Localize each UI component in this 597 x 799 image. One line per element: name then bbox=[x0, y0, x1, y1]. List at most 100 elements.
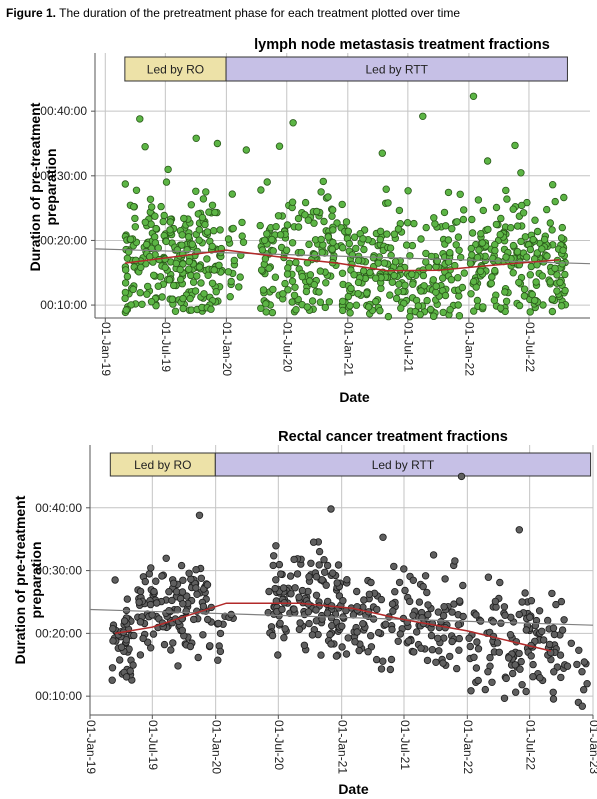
data-point bbox=[238, 232, 246, 240]
data-point bbox=[235, 283, 243, 291]
data-point bbox=[207, 305, 215, 313]
data-point bbox=[520, 292, 529, 300]
data-point bbox=[559, 246, 567, 254]
data-point bbox=[517, 657, 525, 666]
data-point bbox=[347, 284, 355, 293]
data-point bbox=[325, 298, 333, 306]
band-label: Led by RO bbox=[134, 458, 191, 472]
data-point bbox=[268, 631, 277, 640]
data-point bbox=[363, 289, 371, 297]
data-point bbox=[129, 285, 137, 294]
data-point bbox=[374, 628, 383, 637]
data-point bbox=[179, 304, 187, 313]
data-point bbox=[470, 307, 478, 315]
data-point bbox=[209, 226, 218, 235]
data-point bbox=[312, 606, 320, 614]
data-point bbox=[506, 631, 515, 639]
data-point bbox=[147, 564, 155, 572]
data-point bbox=[313, 207, 321, 216]
data-point bbox=[454, 233, 463, 241]
data-point bbox=[176, 265, 184, 274]
data-point bbox=[509, 205, 517, 213]
data-point bbox=[328, 212, 336, 220]
data-point bbox=[487, 279, 495, 288]
data-point bbox=[365, 303, 373, 311]
data-point bbox=[521, 589, 529, 597]
data-point bbox=[257, 304, 265, 312]
data-point bbox=[518, 598, 526, 606]
data-point bbox=[502, 297, 511, 305]
data-point bbox=[457, 472, 466, 481]
data-point bbox=[448, 637, 456, 646]
data-point bbox=[548, 226, 556, 234]
data-point bbox=[189, 278, 198, 286]
data-point bbox=[578, 668, 586, 676]
data-point bbox=[502, 253, 510, 261]
data-point bbox=[229, 224, 237, 233]
data-point bbox=[543, 205, 551, 214]
data-point bbox=[558, 260, 566, 268]
data-point bbox=[536, 674, 544, 682]
data-point bbox=[488, 678, 496, 686]
data-point bbox=[376, 227, 385, 235]
data-point bbox=[328, 622, 336, 630]
data-point bbox=[213, 139, 222, 148]
data-point bbox=[455, 312, 464, 320]
data-point bbox=[439, 612, 448, 620]
data-point bbox=[310, 250, 319, 259]
data-point bbox=[434, 634, 442, 642]
data-point bbox=[484, 573, 493, 581]
data-point bbox=[354, 290, 362, 298]
data-point bbox=[121, 180, 129, 188]
data-point bbox=[548, 589, 556, 598]
data-point bbox=[173, 606, 182, 614]
data-point bbox=[111, 576, 119, 584]
data-point bbox=[376, 235, 384, 244]
data-point bbox=[239, 238, 248, 246]
data-point bbox=[263, 230, 271, 238]
data-point bbox=[150, 587, 158, 596]
data-point bbox=[187, 201, 195, 209]
figure-caption-text: The duration of the pretreatment phase f… bbox=[59, 6, 461, 20]
data-point bbox=[168, 295, 176, 303]
data-point bbox=[501, 611, 509, 619]
data-point bbox=[346, 302, 354, 310]
data-point bbox=[179, 600, 187, 608]
data-point bbox=[512, 688, 520, 696]
data-point bbox=[518, 201, 526, 210]
data-point bbox=[195, 236, 203, 244]
data-point bbox=[192, 566, 200, 574]
data-point bbox=[483, 157, 492, 165]
data-point bbox=[386, 665, 395, 674]
data-point bbox=[477, 229, 485, 238]
data-point bbox=[304, 216, 312, 224]
data-point bbox=[185, 569, 193, 577]
data-point bbox=[197, 574, 205, 582]
data-point bbox=[484, 225, 492, 234]
data-point bbox=[382, 185, 390, 193]
data-point bbox=[211, 208, 219, 217]
data-point bbox=[557, 597, 566, 606]
data-point bbox=[126, 667, 134, 675]
data-point bbox=[522, 626, 530, 634]
data-point bbox=[344, 227, 352, 235]
data-point bbox=[515, 301, 524, 310]
data-point bbox=[488, 273, 496, 281]
data-point bbox=[466, 259, 475, 268]
data-point bbox=[195, 511, 204, 519]
data-point bbox=[329, 238, 337, 247]
data-point bbox=[193, 272, 201, 280]
data-point bbox=[386, 291, 394, 299]
data-point bbox=[467, 290, 475, 298]
data-point bbox=[165, 588, 173, 596]
band-led-by-rtt bbox=[214, 452, 592, 477]
data-point bbox=[413, 628, 421, 636]
data-point bbox=[372, 655, 381, 664]
data-point bbox=[423, 296, 431, 305]
data-point bbox=[322, 279, 330, 287]
data-point bbox=[390, 230, 398, 238]
data-point bbox=[364, 648, 372, 656]
x-tick-label: 01-Jan-23 bbox=[587, 720, 597, 774]
data-point bbox=[460, 269, 468, 277]
